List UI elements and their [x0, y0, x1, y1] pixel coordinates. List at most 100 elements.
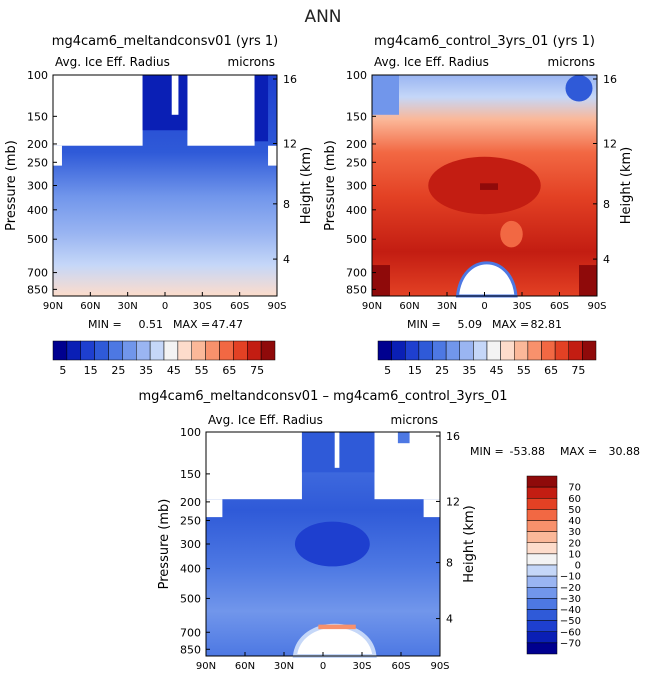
y-tick-label: 400 — [27, 204, 48, 217]
colorbar-swatch — [377, 340, 392, 361]
x-tick-label: 60N — [80, 301, 100, 312]
chart-units: microns — [228, 55, 276, 69]
x-tick-label: 90S — [430, 661, 449, 672]
colorbar-swatch — [233, 340, 248, 361]
y-right-tick-label: 4 — [283, 253, 290, 266]
colorbar-label: 35 — [462, 364, 476, 377]
x-tick-label: 30S — [352, 661, 371, 672]
colorbar-swatch — [527, 340, 542, 361]
min-value: 5.09 — [458, 318, 483, 331]
colorbar-swatch — [445, 340, 460, 361]
colorbar-swatch — [526, 542, 558, 555]
colorbar-swatch — [500, 340, 515, 361]
mask-region — [206, 499, 223, 518]
colorbar-label: 45 — [490, 364, 504, 377]
y-right-axis-label: Height (km) — [619, 147, 634, 224]
max-value: 82.81 — [531, 318, 563, 331]
chart-subtitle: Avg. Ice Eff. Radius — [374, 55, 489, 69]
chart-subtitle: Avg. Ice Eff. Radius — [208, 413, 323, 427]
colorbar-swatch — [526, 642, 558, 655]
y-right-tick-label: 12 — [603, 138, 617, 151]
colorbar-swatch — [418, 340, 433, 361]
colorbar-swatch — [526, 486, 558, 499]
y-right-tick-label: 8 — [446, 557, 453, 570]
x-tick-label: 30S — [512, 301, 531, 312]
colorbar-swatch — [247, 340, 262, 361]
chart-title: mg4cam6_control_3yrs_01 (yrs 1) — [374, 34, 595, 49]
y-right-axis-label: Height (km) — [299, 147, 314, 224]
min-label: MIN = — [407, 318, 441, 331]
y-tick-label: 850 — [27, 283, 48, 296]
colorbar-label: 0 — [575, 561, 581, 572]
colorbar-swatch — [459, 340, 474, 361]
colorbar-label: −20 — [560, 583, 581, 594]
colorbar-label: 35 — [139, 364, 153, 377]
colorbar-label: 5 — [384, 364, 391, 377]
y-tick-label: 850 — [180, 643, 201, 656]
y-tick-label: 700 — [180, 626, 201, 639]
y-tick-label: 100 — [346, 69, 367, 82]
chart-units: microns — [548, 55, 596, 69]
contour-band — [294, 521, 370, 567]
contour-band — [579, 265, 597, 296]
colorbar-label: −10 — [560, 572, 581, 583]
colorbar-swatch — [94, 340, 109, 361]
y-tick-label: 200 — [27, 138, 48, 151]
y-tick-label: 200 — [346, 138, 367, 151]
contour-band — [142, 75, 188, 131]
x-tick-label: 30N — [274, 661, 294, 672]
colorbar-swatch — [205, 340, 220, 361]
x-tick-label: 30S — [193, 301, 212, 312]
y-tick-label: 300 — [180, 538, 201, 551]
contour-band — [254, 75, 269, 142]
max-label: MAX = — [492, 318, 529, 331]
colorbar-label: −50 — [560, 616, 581, 627]
colorbar-label: −60 — [560, 627, 581, 638]
y-right-tick-label: 16 — [446, 430, 460, 443]
y-tick-label: 400 — [346, 204, 367, 217]
colorbar-label: −70 — [560, 638, 581, 649]
colorbar-swatch — [473, 340, 488, 361]
colorbar-label: 65 — [222, 364, 236, 377]
colorbar-swatch — [136, 340, 151, 361]
colorbar-swatch — [541, 340, 556, 361]
y-tick-label: 700 — [27, 267, 48, 280]
y-axis-label: Pressure (mb) — [4, 140, 19, 231]
colorbar-swatch — [526, 564, 558, 577]
mask-region — [53, 75, 143, 146]
colorbar-swatch — [219, 340, 234, 361]
colorbar-swatch — [526, 620, 558, 632]
y-tick-label: 500 — [346, 233, 367, 246]
colorbar-swatch — [163, 340, 179, 361]
chart-title: mg4cam6_meltandconsv01 – mg4cam6_control… — [138, 389, 507, 404]
colorbar-label: 75 — [250, 364, 264, 377]
min-label: MIN = — [88, 318, 122, 331]
colorbar-label: 60 — [568, 494, 581, 505]
colorbar-label: 30 — [568, 527, 581, 538]
colorbar-swatch — [66, 340, 81, 361]
y-right-tick-label: 12 — [446, 495, 460, 508]
mask-region — [206, 432, 302, 500]
colorbar-label: 75 — [571, 364, 585, 377]
colorbar-label: 15 — [84, 364, 98, 377]
y-tick-label: 500 — [27, 233, 48, 246]
colorbar-swatch — [108, 340, 123, 361]
colorbar-label: 25 — [435, 364, 449, 377]
y-right-tick-label: 16 — [283, 73, 297, 86]
mask-region — [455, 261, 518, 298]
chart-title: mg4cam6_meltandconsv01 (yrs 1) — [52, 34, 278, 49]
chart-panel-2: mg4cam6_control_3yrs_01 (yrs 1) Avg. Ice … — [323, 34, 634, 377]
colorbar-swatch — [554, 340, 569, 361]
x-tick-label: 60S — [550, 301, 569, 312]
colorbar-label: −30 — [560, 594, 581, 605]
colorbar-swatch — [526, 598, 558, 610]
colorbar-swatch — [526, 553, 558, 566]
mask-region — [53, 145, 62, 166]
y-tick-label: 700 — [346, 267, 367, 280]
colorbar: 5 15 25 35 45 55 65 75 — [377, 340, 597, 377]
x-tick-label: 0 — [162, 301, 168, 312]
x-tick-label: 60N — [235, 661, 255, 672]
colorbar-swatch — [122, 340, 137, 361]
colorbar-swatch — [526, 587, 558, 599]
